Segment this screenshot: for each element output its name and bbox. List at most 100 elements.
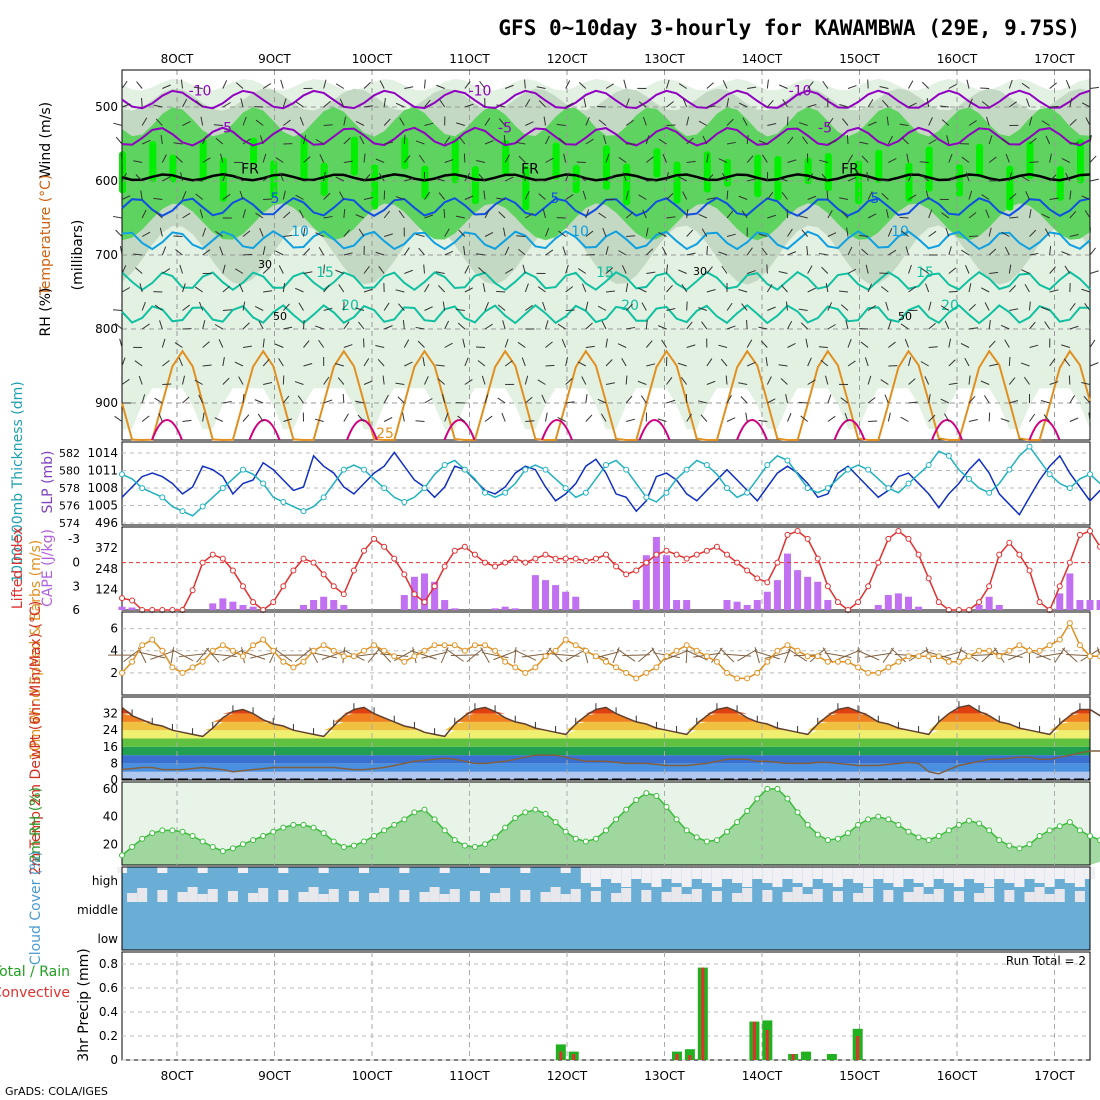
wind-barb bbox=[202, 320, 206, 330]
rh-line-point bbox=[855, 821, 862, 828]
wind-barb bbox=[820, 359, 829, 367]
precip-tick-0.2: 0.2 bbox=[99, 1029, 118, 1043]
li-line-point bbox=[1066, 559, 1073, 566]
wind-barb bbox=[1004, 246, 1010, 256]
wind10-line-point bbox=[219, 642, 226, 649]
rh-cell-bright bbox=[250, 137, 258, 165]
li-line-point bbox=[482, 559, 488, 566]
wind-barb bbox=[402, 412, 405, 422]
rh-line-point bbox=[885, 816, 892, 823]
cape-bar bbox=[552, 585, 560, 610]
cloud-high-gap bbox=[1054, 867, 1065, 879]
contour-label-5: 5 bbox=[271, 191, 280, 207]
wind-barb bbox=[343, 413, 349, 422]
wind-barb bbox=[826, 190, 829, 200]
wind10-barb bbox=[480, 647, 490, 664]
wind-barb bbox=[275, 250, 284, 256]
wind-barb bbox=[928, 139, 937, 145]
wind-barb bbox=[175, 155, 183, 163]
li-tick-6: 6 bbox=[72, 603, 80, 617]
wind-barb bbox=[1025, 191, 1030, 200]
wind-barb bbox=[240, 98, 244, 108]
wind-barb bbox=[133, 160, 143, 163]
wind-barb bbox=[565, 357, 569, 367]
wind-barb bbox=[215, 137, 224, 145]
wind-barb bbox=[464, 103, 474, 108]
cloud-high-gap bbox=[671, 867, 682, 883]
wind-barb bbox=[825, 375, 829, 385]
wind-barb bbox=[501, 412, 506, 422]
wind-tick-2: 2 bbox=[110, 666, 118, 680]
wind-barb bbox=[182, 396, 190, 404]
wind-barb bbox=[141, 394, 146, 404]
li-line-point bbox=[1016, 551, 1023, 558]
thickness-line-point bbox=[260, 480, 267, 487]
contour-30 bbox=[833, 419, 866, 441]
wind-barb bbox=[827, 302, 833, 311]
li-line-point bbox=[784, 531, 791, 538]
wind10-barb bbox=[1054, 647, 1066, 663]
contour-label--5: -5 bbox=[498, 121, 512, 137]
wind-barb bbox=[605, 246, 609, 256]
wind-barb bbox=[403, 134, 406, 145]
precip-conv-bar bbox=[791, 1054, 795, 1060]
wind-barb bbox=[363, 266, 370, 274]
contour-30 bbox=[443, 419, 476, 441]
wind-barb bbox=[422, 357, 425, 367]
contour-label-FR: FR bbox=[841, 161, 859, 177]
wind-barb bbox=[805, 338, 809, 348]
li-tick-3: 3 bbox=[72, 579, 80, 593]
wind-barb bbox=[827, 324, 836, 330]
wind-barb bbox=[766, 376, 772, 385]
li-line-point bbox=[229, 567, 236, 574]
wind-barb bbox=[202, 157, 211, 163]
wind-barb bbox=[525, 396, 533, 404]
wind-barb bbox=[375, 344, 385, 348]
rh-line-point bbox=[572, 835, 579, 842]
wind10-line-point bbox=[159, 647, 166, 654]
xtick-bottom-10OCT: 10OCT bbox=[352, 1069, 393, 1083]
wind-barb bbox=[886, 116, 889, 126]
rh-line-point bbox=[1076, 827, 1083, 834]
wind10-line-point bbox=[482, 642, 488, 649]
cloud-high-gap bbox=[722, 867, 732, 879]
thickness-line-point bbox=[1087, 471, 1093, 478]
cape-bar bbox=[894, 593, 902, 610]
wind-barb bbox=[899, 216, 909, 219]
li-line-point bbox=[340, 591, 347, 598]
cloud-mid-gap bbox=[641, 890, 652, 902]
wind-barb bbox=[666, 377, 673, 385]
wind-barb bbox=[686, 252, 696, 256]
wind-barb bbox=[282, 395, 290, 404]
cloud-mid-gap bbox=[883, 890, 894, 902]
xtick-bottom-8OCT: 8OCT bbox=[161, 1069, 194, 1083]
wind-barb bbox=[262, 153, 267, 163]
wind-barb bbox=[182, 98, 188, 108]
wind-barb bbox=[827, 117, 834, 126]
contour-label-10: 10 bbox=[291, 224, 309, 240]
wind-barb bbox=[928, 414, 936, 422]
rh-cell-bright bbox=[1076, 139, 1084, 184]
wind-barb bbox=[682, 98, 688, 108]
cloud-high-gap bbox=[812, 867, 823, 879]
cloud-high-gap bbox=[752, 867, 763, 879]
wind10-barb bbox=[139, 651, 166, 659]
wind-barb bbox=[355, 214, 365, 219]
wind-barb bbox=[725, 375, 728, 385]
thickness-line-point bbox=[1006, 466, 1013, 473]
cloud-mid-gap bbox=[157, 890, 168, 902]
cape-bar bbox=[773, 580, 781, 610]
rh-cell-bright bbox=[1056, 166, 1064, 201]
wind-barb bbox=[395, 382, 405, 385]
xtick-top-17OCT: 17OCT bbox=[1034, 52, 1075, 66]
wind-barb bbox=[182, 212, 191, 219]
wind10-line-point bbox=[1026, 647, 1033, 654]
wind-barb bbox=[1008, 172, 1012, 182]
wind10-line-point bbox=[401, 658, 408, 665]
rh-line-point bbox=[925, 837, 932, 844]
cloud-high-gap bbox=[701, 867, 712, 883]
wind-barb bbox=[605, 83, 614, 89]
cloud-mid-gap bbox=[520, 890, 531, 902]
wind-barb bbox=[1049, 82, 1057, 89]
wind-barb bbox=[120, 153, 123, 163]
